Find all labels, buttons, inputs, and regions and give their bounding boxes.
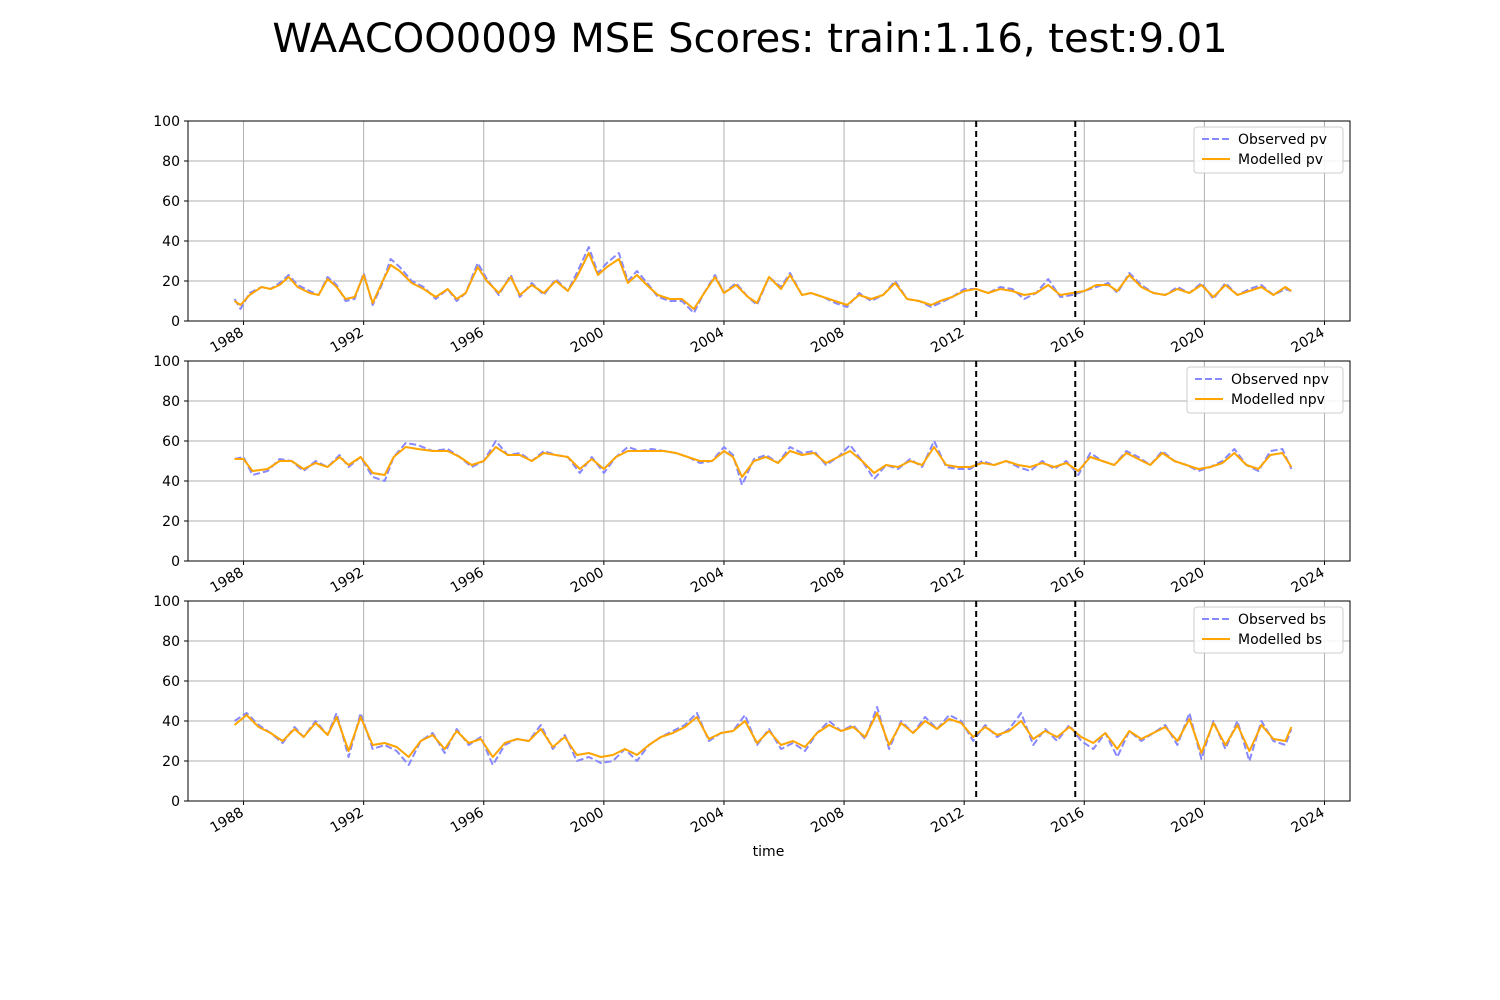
y-tick-label: 20 (162, 274, 180, 290)
y-tick-label: 80 (162, 394, 180, 410)
y-tick-label: 0 (171, 314, 180, 330)
modelled-series-line (233, 712, 1293, 758)
y-tick-label: 0 (171, 794, 180, 810)
legend-frame (1193, 606, 1344, 654)
y-tick-label: 80 (162, 634, 180, 650)
y-tick-label: 100 (153, 594, 180, 610)
y-tick-label: 20 (162, 514, 180, 530)
legend-entry-label: Modelled bs (1238, 632, 1322, 648)
legend-entry-label: Observed pv (1238, 132, 1327, 148)
legend-entry-label: Observed bs (1238, 612, 1326, 628)
legend: Observed npv Modelled npv (1186, 366, 1344, 414)
modelled-series-line (233, 252, 1292, 310)
axes-frame (187, 120, 1351, 322)
legend-frame (1193, 126, 1344, 174)
axes-frame (187, 600, 1351, 802)
y-tick-label: 60 (162, 194, 180, 210)
modelled-series-line (234, 446, 1293, 478)
y-tick-label: 60 (162, 434, 180, 450)
x-axis-label: time (753, 844, 785, 860)
legend: Observed bs Modelled bs (1193, 606, 1344, 654)
y-tick-label: 40 (162, 714, 180, 730)
y-tick-label: 80 (162, 154, 180, 170)
y-tick-label: 60 (162, 674, 180, 690)
y-tick-label: 40 (162, 234, 180, 250)
legend: Observed pv Modelled pv (1193, 126, 1344, 174)
legend-frame (1186, 366, 1344, 414)
y-tick-label: 100 (153, 114, 180, 130)
y-tick-label: 100 (153, 354, 180, 370)
y-tick-label: 20 (162, 754, 180, 770)
legend-entry-label: Observed npv (1231, 372, 1329, 388)
y-tick-label: 40 (162, 474, 180, 490)
legend-entry-label: Modelled pv (1238, 152, 1323, 168)
figure-title: WAACOO0009 MSE Scores: train:1.16, test:… (272, 16, 1227, 62)
axes-frame (187, 360, 1351, 562)
legend-entry-label: Modelled npv (1231, 392, 1325, 408)
y-tick-label: 0 (171, 554, 180, 570)
